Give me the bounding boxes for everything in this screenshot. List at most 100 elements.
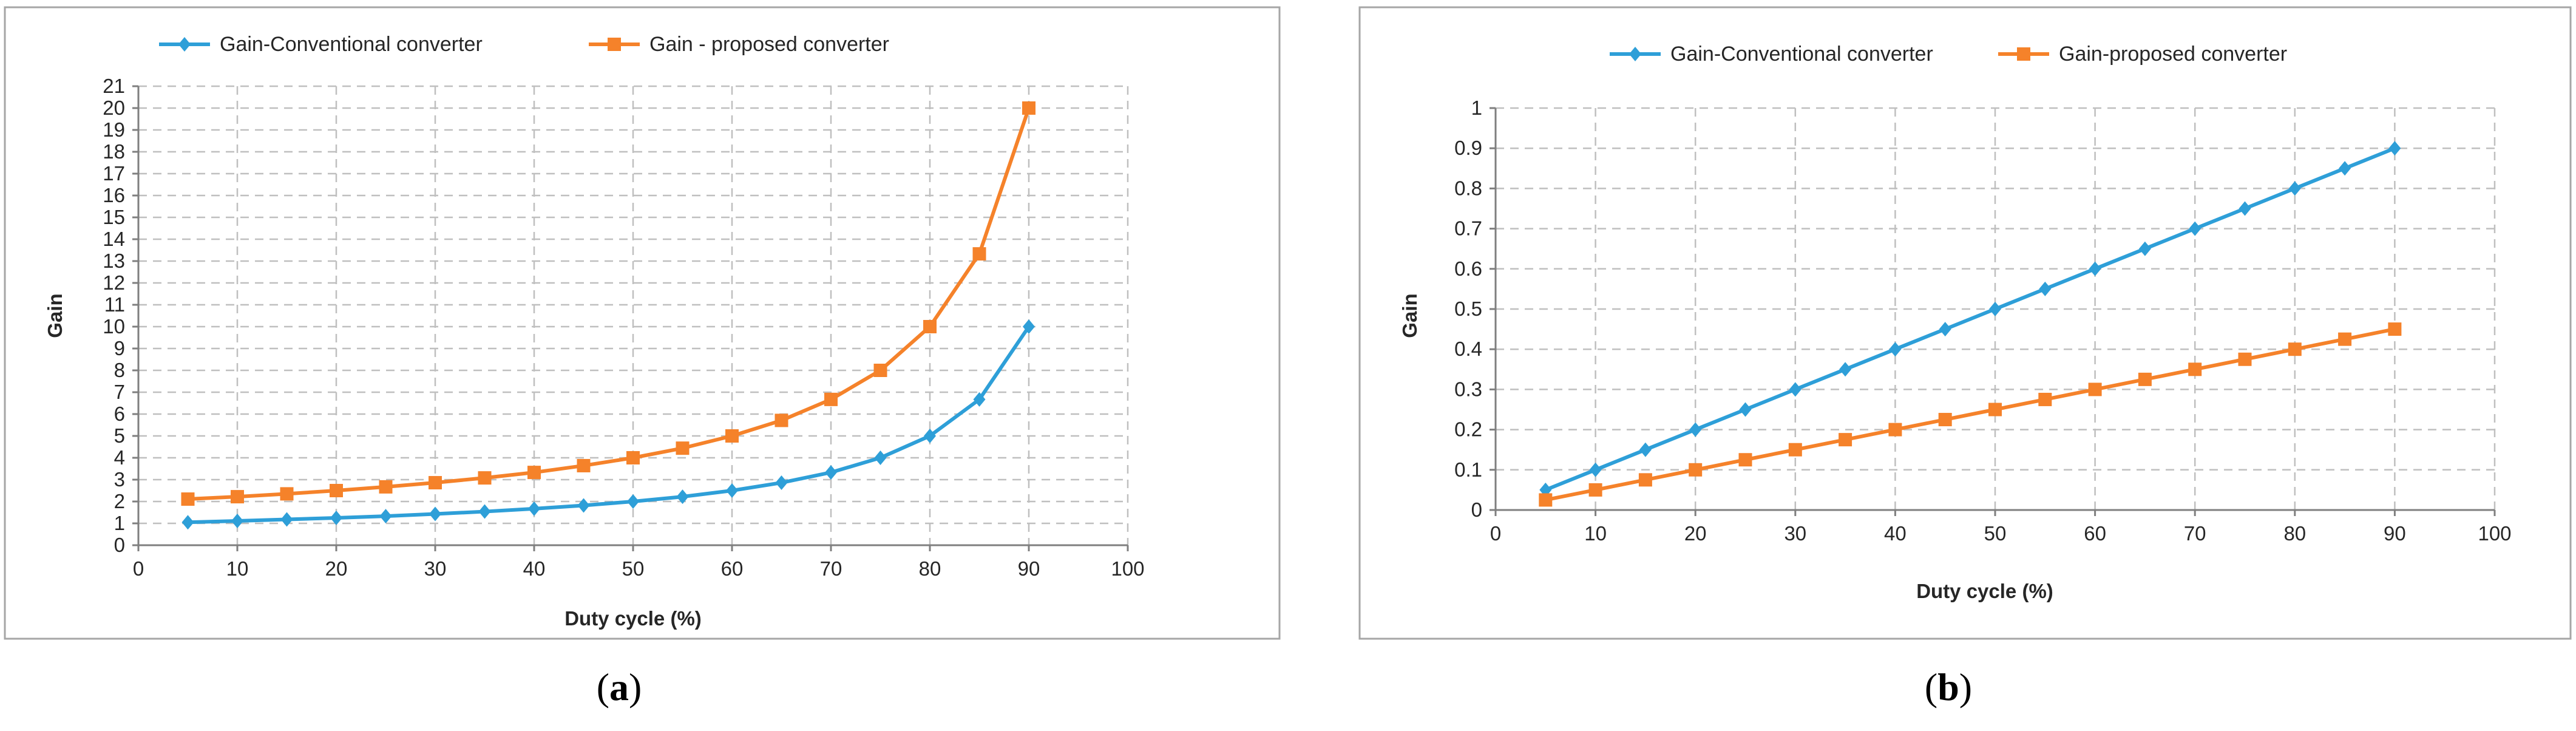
y-axis-title: Gain: [1398, 293, 1421, 338]
y-tick-label: 11: [104, 293, 125, 316]
series-2-point: [972, 247, 986, 261]
series-1-point: [1739, 402, 1752, 417]
series-1-point: [181, 515, 194, 530]
y-tick-label: 19: [103, 118, 125, 141]
series-1-point: [2089, 261, 2101, 276]
series-2-point: [330, 484, 343, 497]
y-tick-label: 18: [103, 140, 125, 163]
series-line-1: [1545, 146, 2396, 492]
series-2-point: [873, 364, 887, 377]
series-1-point: [627, 494, 639, 509]
series-2-point: [2038, 392, 2052, 406]
x-tick-label: 100: [1111, 557, 1144, 580]
series-2-point: [2238, 352, 2252, 366]
chart-frame: [4, 6, 1281, 640]
x-tick-label: 30: [424, 557, 447, 580]
chart-b-svg: 0 10 20 30 40 50 60 70 80 90 100 0 0.1 0.2 0.3 0.4 0.5 0.…: [1358, 6, 2572, 640]
series-1-point: [429, 506, 441, 522]
y-tick-label: 0.7: [1454, 217, 1482, 240]
series-2-point: [379, 480, 393, 494]
y-tick-label: 17: [103, 162, 125, 185]
series-1-point: [1989, 302, 2001, 316]
series-2-point: [577, 458, 591, 472]
series-line-2: [1545, 327, 2395, 502]
series-1-point: [2239, 201, 2251, 216]
series-2-point: [231, 490, 244, 504]
x-tick-label: 10: [226, 557, 249, 580]
y-tick-label: 1: [1471, 97, 1482, 119]
x-tick-label: 50: [1984, 522, 2007, 545]
series-line-2: [188, 107, 1031, 501]
series-2-point: [824, 392, 838, 406]
y-tick-label: 2: [114, 490, 125, 512]
series-2-point: [2188, 362, 2202, 376]
series-1-point: [1789, 382, 1802, 397]
caption-b-letter: b: [1937, 665, 1959, 709]
series-1-point: [478, 504, 491, 519]
series-1-point: [2288, 181, 2301, 196]
x-tick-label: 80: [2283, 522, 2306, 545]
x-tick-label: 70: [820, 557, 842, 580]
series-2-point: [676, 441, 690, 455]
series-2-point: [1788, 443, 1802, 457]
y-tick-label: 7: [114, 381, 125, 403]
caption-a: (a): [596, 665, 642, 709]
series-2-point: [1738, 453, 1752, 467]
series-2-point: [527, 466, 541, 480]
x-axis-title: Duty cycle (%): [1916, 580, 2053, 602]
x-tick-label: 30: [1784, 522, 1806, 545]
series-2-point: [429, 476, 442, 490]
series-1-point: [379, 509, 392, 524]
y-tick-label: 14: [103, 228, 125, 250]
x-tick-label: 90: [1018, 557, 1040, 580]
y-tick-label: 0.3: [1454, 378, 1482, 400]
series-1-point: [825, 465, 837, 480]
y-tick-label: 10: [103, 315, 125, 338]
series-1-point: [1839, 362, 1852, 377]
series-2-point: [1988, 403, 2002, 416]
series-2-point: [2288, 342, 2302, 356]
x-tick-label: 90: [2384, 522, 2406, 545]
series-1-point: [874, 450, 887, 465]
series-1-point: [1689, 422, 1702, 437]
x-tick-label: 80: [919, 557, 941, 580]
y-tick-label: 0.8: [1454, 177, 1482, 199]
y-tick-label: 13: [103, 250, 125, 272]
series-1-point: [528, 501, 540, 516]
x-tick-label: 50: [622, 557, 645, 580]
series-1-point: [2138, 241, 2151, 256]
series-1-point: [1589, 462, 1602, 477]
series-1-point: [1023, 319, 1035, 334]
y-tick-label: 0.5: [1454, 298, 1482, 320]
legend-label-1: Gain-Conventional converter: [220, 33, 483, 56]
series-1-point: [2339, 161, 2351, 176]
caption-a-letter: a: [609, 665, 629, 709]
x-tick-label: 20: [1684, 522, 1707, 545]
y-tick-label: 3: [114, 468, 125, 491]
chart-panel-a: 0 10 20 30 40 50 60 70 80 90 100 0 1 2 3 4 5 6 7 8 9 10 11 12 13…: [0, 0, 1287, 731]
x-tick-label: 60: [721, 557, 744, 580]
legend-marker-1: [1629, 47, 1641, 61]
y-tick-label: 0.1: [1454, 458, 1482, 481]
chart-panel-b: 0 10 20 30 40 50 60 70 80 90 100 0 0.1 0.2 0.3 0.4 0.5 0.…: [1354, 0, 2576, 731]
legend-marker-2: [2017, 47, 2030, 61]
series-1-point: [231, 514, 243, 529]
series-2-point: [923, 320, 937, 333]
series-1-point: [330, 511, 342, 525]
series-2-point: [2338, 332, 2352, 346]
series-2-point: [1539, 493, 1553, 507]
series-2-point: [725, 429, 739, 443]
y-tick-label: 1: [114, 512, 125, 534]
y-tick-label: 16: [103, 184, 125, 206]
series-1-point: [2388, 141, 2401, 156]
y-tick-label: 0.6: [1454, 257, 1482, 280]
x-tick-label: 10: [1584, 522, 1607, 545]
y-tick-label: 5: [114, 424, 125, 447]
series-1-point: [973, 392, 986, 407]
series-2-point: [2138, 372, 2152, 386]
y-tick-label: 0.2: [1454, 418, 1482, 441]
series-2-point: [280, 487, 294, 501]
series-line-1: [188, 325, 1031, 525]
series-1-point: [2189, 221, 2201, 236]
caption-b: (b): [1924, 665, 1973, 709]
